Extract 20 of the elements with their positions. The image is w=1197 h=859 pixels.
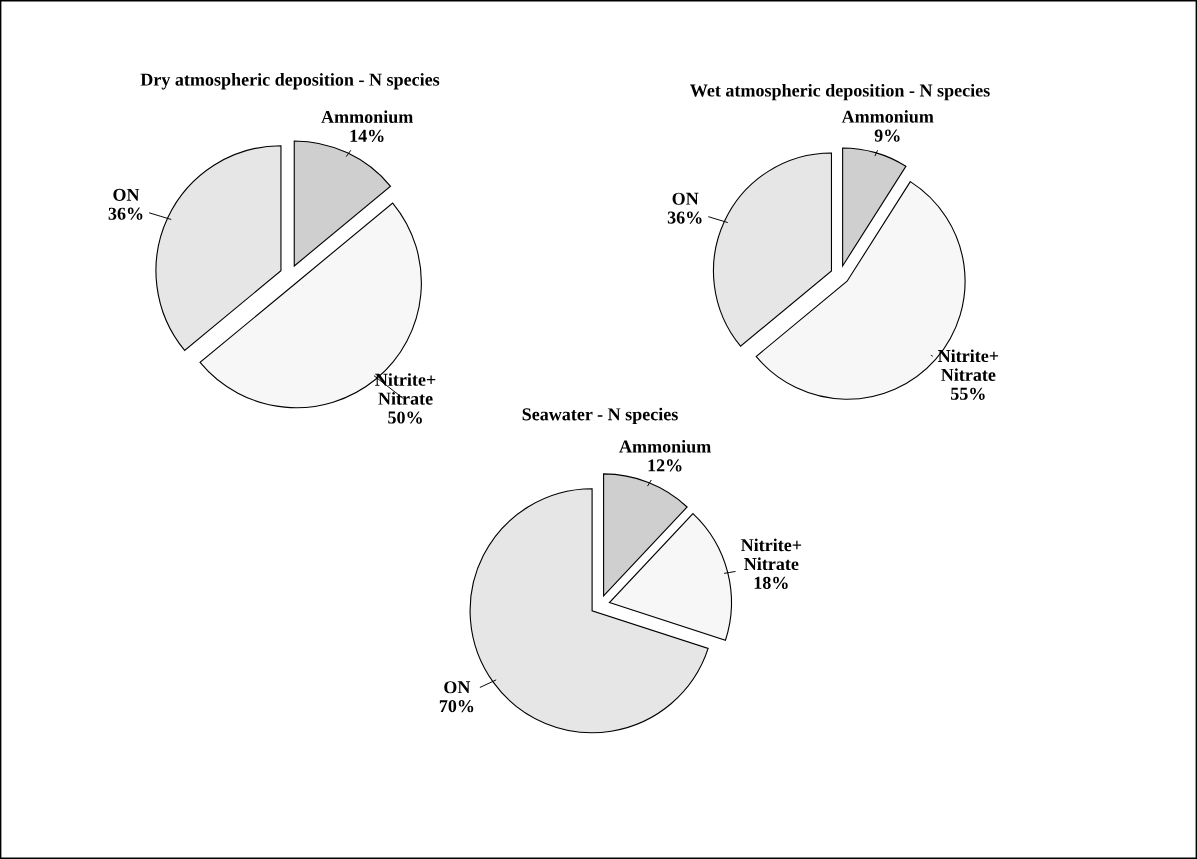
chart-title: Dry atmospheric deposition - N species: [140, 73, 440, 90]
data-label: 36%: [667, 211, 702, 224]
slice-label: ON: [113, 188, 140, 201]
data-label: 50%: [388, 411, 422, 424]
data-label: 12%: [648, 459, 682, 472]
data-label: 14%: [350, 129, 384, 142]
data-label: 9%: [874, 129, 900, 142]
slice-label: Ammonium: [321, 110, 414, 124]
slice-label: Nitrite+ Nitrate: [740, 538, 802, 571]
slice-label: ON: [444, 681, 471, 694]
data-label: 55%: [951, 387, 985, 400]
chart-title: Seawater - N species: [522, 407, 678, 425]
slice-label: ON: [672, 192, 699, 205]
slice-label: Ammonium: [841, 110, 934, 123]
data-label: 18%: [754, 576, 788, 590]
data-label: 70%: [439, 700, 474, 713]
slice-label: Nitrite+ Nitrate: [937, 349, 999, 381]
slice-label: Ammonium: [619, 439, 711, 453]
chart-title: Wet atmospheric deposition - N species: [690, 83, 990, 101]
data-label: 36%: [108, 207, 143, 220]
